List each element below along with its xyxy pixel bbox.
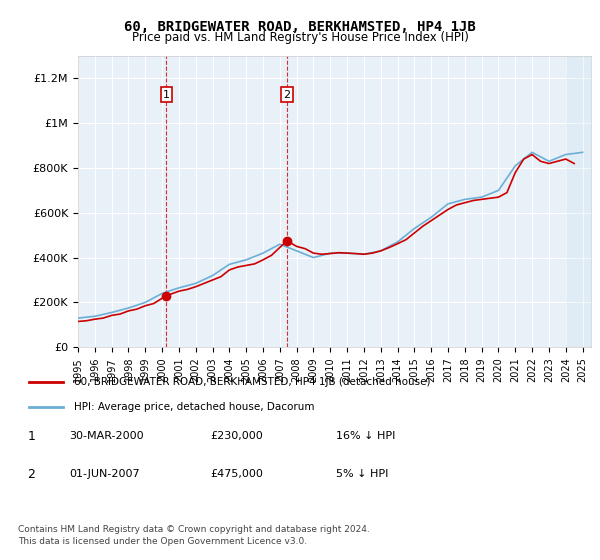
Text: 01-JUN-2007: 01-JUN-2007 (69, 469, 140, 479)
Text: 2: 2 (283, 90, 290, 100)
Text: 30-MAR-2000: 30-MAR-2000 (69, 431, 143, 441)
Text: £475,000: £475,000 (210, 469, 263, 479)
Text: Price paid vs. HM Land Registry's House Price Index (HPI): Price paid vs. HM Land Registry's House … (131, 31, 469, 44)
Text: Contains HM Land Registry data © Crown copyright and database right 2024.
This d: Contains HM Land Registry data © Crown c… (18, 525, 370, 546)
Text: 16% ↓ HPI: 16% ↓ HPI (336, 431, 395, 441)
Bar (566, 56, 591, 347)
Text: 2: 2 (28, 468, 35, 481)
Text: HPI: Average price, detached house, Dacorum: HPI: Average price, detached house, Daco… (74, 402, 315, 412)
Text: 1: 1 (163, 90, 170, 100)
Text: 1: 1 (28, 430, 35, 443)
Text: 5% ↓ HPI: 5% ↓ HPI (336, 469, 388, 479)
Text: £230,000: £230,000 (210, 431, 263, 441)
Text: 60, BRIDGEWATER ROAD, BERKHAMSTED, HP4 1JB: 60, BRIDGEWATER ROAD, BERKHAMSTED, HP4 1… (124, 20, 476, 34)
Text: 60, BRIDGEWATER ROAD, BERKHAMSTED, HP4 1JB (detached house): 60, BRIDGEWATER ROAD, BERKHAMSTED, HP4 1… (74, 377, 431, 388)
